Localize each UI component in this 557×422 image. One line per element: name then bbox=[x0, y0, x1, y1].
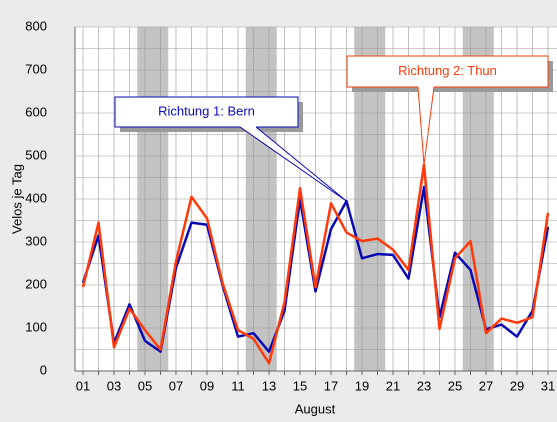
x-tick-label: 17 bbox=[324, 378, 338, 393]
y-tick-label: 600 bbox=[25, 104, 47, 119]
x-tick-label: 03 bbox=[107, 378, 121, 393]
x-tick-label: 09 bbox=[200, 378, 214, 393]
y-tick-label: 300 bbox=[25, 233, 47, 248]
callout-pointer-edge bbox=[239, 126, 347, 202]
x-tick-label: 13 bbox=[262, 378, 276, 393]
callout-box bbox=[346, 55, 549, 88]
y-tick-label: 800 bbox=[25, 18, 47, 33]
callout-pointer-edge bbox=[417, 86, 435, 165]
x-tick-label: 29 bbox=[510, 378, 524, 393]
callout-text: Richtung 1: Bern bbox=[158, 103, 255, 118]
x-tick-label: 25 bbox=[448, 378, 462, 393]
x-tick-label: 19 bbox=[355, 378, 369, 393]
series-line bbox=[81, 163, 550, 365]
x-tick-label: 07 bbox=[169, 378, 183, 393]
x-axis-label: August bbox=[295, 401, 336, 416]
callout-box bbox=[114, 96, 299, 128]
x-tick-label: 31 bbox=[541, 378, 555, 393]
series-line bbox=[81, 185, 550, 353]
y-tick-label: 0 bbox=[40, 362, 47, 377]
x-tick-label: 11 bbox=[231, 378, 245, 393]
callout-text: Richtung 2: Thun bbox=[398, 63, 497, 78]
x-tick-label: 21 bbox=[386, 378, 400, 393]
x-tick-label: 23 bbox=[417, 378, 431, 393]
y-tick-label: 500 bbox=[25, 147, 47, 162]
y-tick-label: 200 bbox=[25, 276, 47, 291]
x-tick-label: 27 bbox=[479, 378, 493, 393]
y-axis-label: Velos je Tag bbox=[9, 164, 24, 234]
x-tick-label: 15 bbox=[293, 378, 307, 393]
y-tick-label: 700 bbox=[25, 61, 47, 76]
callout-pointer bbox=[418, 86, 434, 165]
x-tick-label: 05 bbox=[138, 378, 152, 393]
x-tick-label: 01 bbox=[76, 378, 90, 393]
y-tick-label: 400 bbox=[25, 190, 47, 205]
y-tick-label: 100 bbox=[25, 319, 47, 334]
